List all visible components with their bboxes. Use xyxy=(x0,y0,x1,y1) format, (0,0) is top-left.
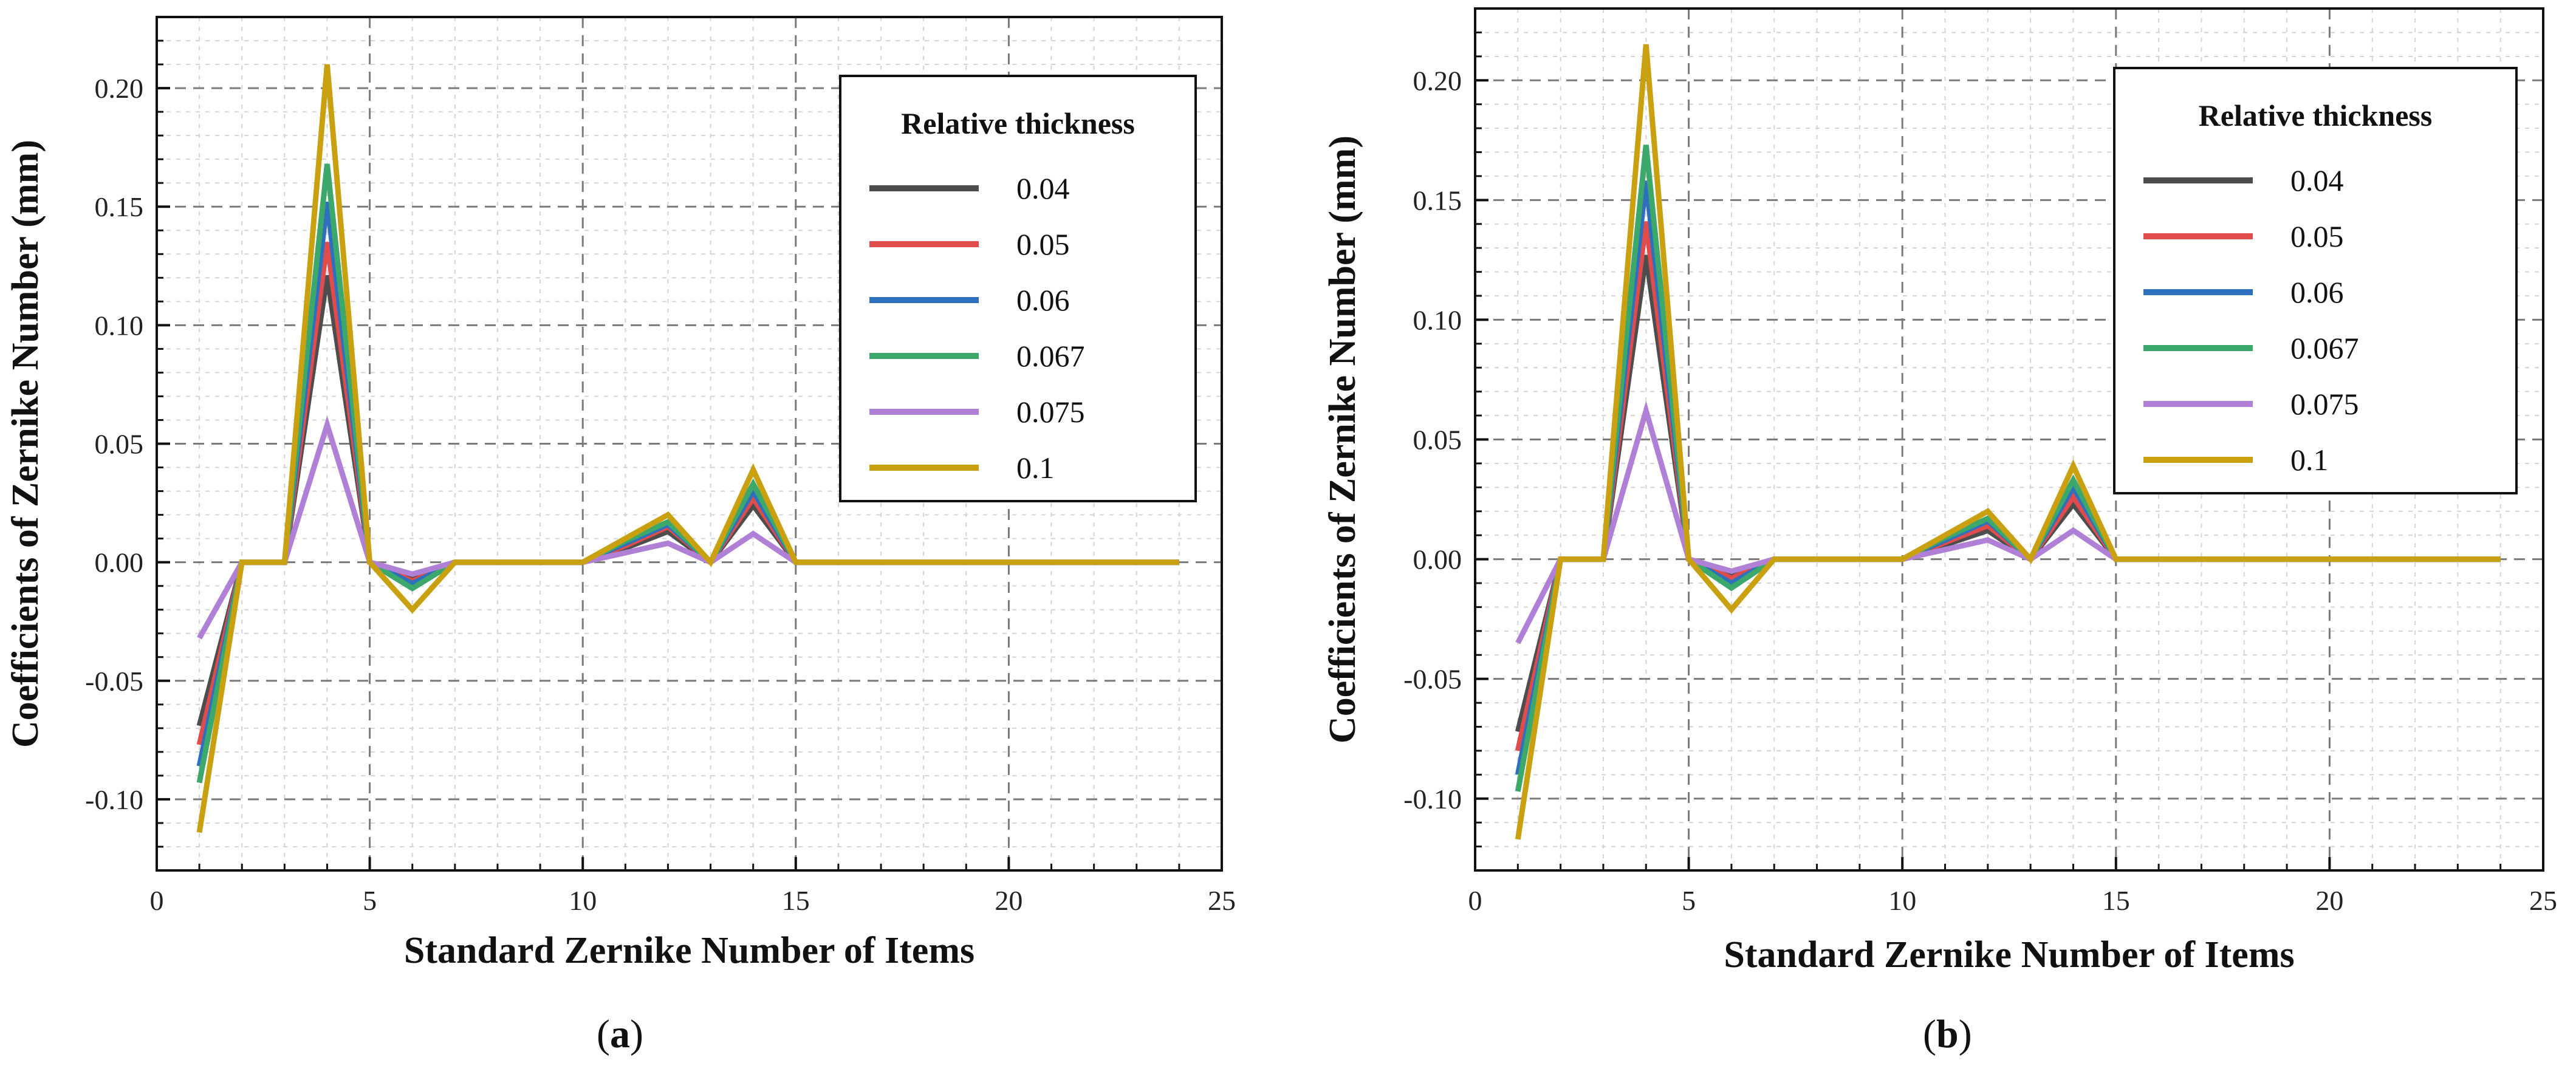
x-tick-label: 15 xyxy=(782,885,810,916)
y-tick-label: 0.00 xyxy=(1413,544,1462,575)
legend-label-0.067: 0.067 xyxy=(1016,339,1085,373)
x-tick-label: 5 xyxy=(363,885,377,916)
legend-label-0.1: 0.1 xyxy=(2290,443,2329,477)
ticks: 0 5 10 15 20 25 -0.10 -0.05 0.00 0.05 0.10 0.15 0.20 xyxy=(85,39,1236,916)
major-grid xyxy=(157,17,1222,870)
y-tick-label: -0.05 xyxy=(1403,664,1462,695)
y-tick-label: -0.05 xyxy=(85,666,143,697)
x-tick-label: 10 xyxy=(569,885,597,916)
legend-label-0.075: 0.075 xyxy=(1016,395,1085,429)
legend-box xyxy=(839,75,1197,502)
y-tick-label: 0.15 xyxy=(95,191,144,222)
legend-label-0.04: 0.04 xyxy=(1016,171,1070,205)
y-tick-label: 0.10 xyxy=(1413,304,1462,335)
legend-label-0.04: 0.04 xyxy=(2290,163,2344,197)
legend-label-0.067: 0.067 xyxy=(2290,331,2359,365)
y-tick-label: 0.15 xyxy=(1413,185,1462,216)
y-tick-label: -0.10 xyxy=(1403,784,1462,815)
y-axis-label: Coefficients of Zernike Number (mm) xyxy=(5,140,46,748)
legend-label-0.06: 0.06 xyxy=(1016,283,1070,317)
x-tick-label: 25 xyxy=(2529,885,2557,916)
legend-title: Relative thickness xyxy=(901,106,1135,140)
y-tick-label: 0.20 xyxy=(95,73,144,104)
series-line-0.1 xyxy=(1515,44,2501,840)
ticks: 0 5 10 15 20 25 -0.10 -0.05 0.00 0.05 0.10 0.15 0.20 xyxy=(1403,31,2557,916)
y-tick-label: 0.05 xyxy=(1413,425,1462,456)
caption-b-letter: b xyxy=(1936,1012,1959,1056)
x-axis-label: Standard Zernike Number of Items xyxy=(404,930,975,971)
caption-a-letter: a xyxy=(609,1012,630,1056)
series-group xyxy=(1515,44,2501,840)
y-tick-label: 0.00 xyxy=(95,547,144,578)
x-axis-label: Standard Zernike Number of Items xyxy=(1724,934,2294,976)
major-grid xyxy=(1475,9,2543,870)
legend: Relative thickness 0.04 0.05 0.06 0.067 0.075… xyxy=(2113,67,2518,494)
y-axis-label: Coefficients of Zernike Number (mm) xyxy=(1322,135,1363,743)
legend-label-0.05: 0.05 xyxy=(2290,219,2344,253)
y-tick-label: 0.05 xyxy=(95,429,144,460)
x-tick-label: 25 xyxy=(1208,885,1236,916)
x-tick-label: 20 xyxy=(2315,885,2343,916)
y-tick-label: 0.20 xyxy=(1413,65,1462,96)
legend-title: Relative thickness xyxy=(2199,98,2433,132)
y-tick-label: -0.10 xyxy=(85,784,143,815)
y-tick-label: 0.10 xyxy=(95,310,144,341)
legend-label-0.1: 0.1 xyxy=(1016,451,1055,485)
chart-panel-b: 0 5 10 15 20 25 -0.10 -0.05 0.00 0.05 0.10 0.15 0.20… xyxy=(1322,7,2557,976)
x-tick-label: 10 xyxy=(1888,885,1916,916)
caption-a: (a) xyxy=(597,1012,643,1056)
chart-panel-a: 0 5 10 15 20 25 -0.10 -0.05 0.00 0.05 0.10 0.15 0.20… xyxy=(5,16,1236,971)
x-tick-label: 0 xyxy=(1468,885,1482,916)
series-group xyxy=(196,64,1179,833)
legend-label-0.075: 0.075 xyxy=(2290,387,2359,421)
legend-label-0.06: 0.06 xyxy=(2290,275,2344,309)
legend-label-0.05: 0.05 xyxy=(1016,227,1070,261)
x-tick-label: 15 xyxy=(2102,885,2130,916)
x-tick-label: 5 xyxy=(1682,885,1696,916)
legend-box xyxy=(2113,67,2518,494)
x-tick-label: 20 xyxy=(995,885,1023,916)
x-tick-label: 0 xyxy=(150,885,164,916)
series-line-0.1 xyxy=(196,64,1179,833)
caption-b: (b) xyxy=(1923,1012,1972,1056)
legend: Relative thickness 0.04 0.05 0.06 0.067 0.075… xyxy=(839,75,1197,502)
